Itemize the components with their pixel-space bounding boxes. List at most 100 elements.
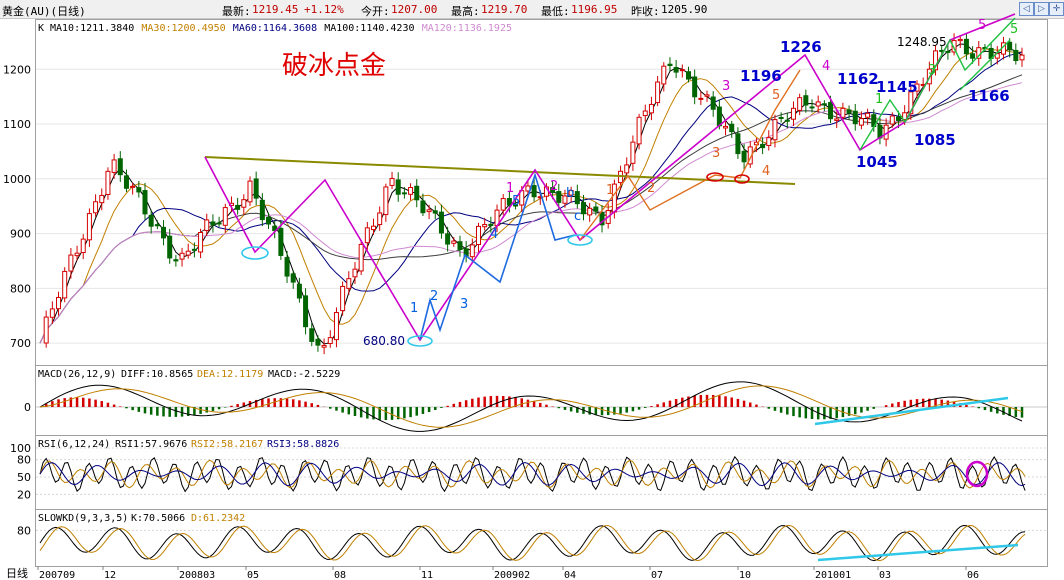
candle-body (895, 116, 901, 121)
wave-label: 5 (512, 194, 520, 209)
candle-body (531, 185, 537, 198)
candle-body (148, 214, 154, 227)
candle-body (377, 212, 383, 226)
candle-body (74, 252, 80, 257)
price-tick-label: 1200 (3, 63, 31, 76)
ma-line (39, 82, 1023, 344)
main-panel-frame (35, 19, 1048, 366)
green-arrow-line (959, 39, 1011, 91)
kd-tick-label: 80 (17, 524, 31, 537)
candle-body (828, 102, 834, 120)
candle-body (247, 180, 253, 203)
red-ellipse-1 (706, 172, 724, 182)
candle-body (241, 199, 247, 208)
wave-label: 4 (822, 59, 830, 74)
moving-average-lines (39, 43, 1023, 345)
candle-body (482, 224, 488, 228)
price-tick-label: 700 (10, 337, 31, 350)
candle-body (809, 106, 815, 109)
candle-body (692, 76, 698, 98)
candle-body (235, 204, 241, 210)
macd-trendline (814, 396, 1009, 426)
rsi-panel-frame (35, 435, 1048, 510)
candle-body (803, 95, 809, 106)
candle-body (457, 241, 463, 250)
candle-body (296, 283, 302, 299)
candle-body (414, 185, 420, 201)
price-tick-label: 1000 (3, 173, 31, 186)
big-label-1145: 1145 (876, 78, 918, 96)
candle-body (451, 240, 457, 244)
wave-label: c (574, 209, 581, 224)
candle-body (772, 119, 778, 141)
candle-body (858, 118, 864, 126)
candle-body (636, 116, 642, 145)
x-tick-label: 11 (421, 570, 433, 580)
next-arrow-icon[interactable]: ▷ (1034, 2, 1049, 16)
high-price: 1219.70 (481, 3, 528, 16)
x-tick-label: 03 (879, 570, 891, 580)
price-annotations: 680.80 1248.95 1226 1196 1162 1145 1166 … (363, 35, 1010, 348)
candle-body (99, 194, 105, 204)
ma-line (39, 51, 1023, 344)
ma-line (39, 74, 1023, 344)
candle-body (185, 250, 191, 256)
candle-body (778, 116, 784, 119)
rsi-title: RSI(6,12,24) (38, 439, 110, 450)
candlesticks (43, 33, 1025, 355)
candle-body (957, 38, 963, 42)
candle-body (685, 71, 691, 80)
kd-d-value: D:61.2342 (191, 513, 245, 524)
x-tick-label: 05 (247, 570, 259, 580)
candle-body (216, 222, 222, 225)
latest-price: 1219.45 (252, 3, 299, 16)
rsi2-value: RSI2:58.2167 (191, 439, 263, 450)
candle-body (438, 211, 444, 234)
candle-body (401, 192, 407, 195)
rsi1-value: RSI1:57.9676 (115, 439, 187, 450)
rsi-tick-label: 50 (17, 471, 31, 484)
candle-body (902, 112, 908, 121)
price-tick-label: 900 (10, 228, 31, 241)
low-price: 1196.95 (571, 3, 618, 16)
ma-legend-item: MA60:1164.3608 (233, 23, 317, 34)
candle-body (846, 109, 852, 114)
macd-diff: DIFF:10.8565 (121, 369, 193, 380)
candle-body (284, 257, 290, 277)
latest-change: +1.12% (304, 3, 344, 16)
x-tick-label: 04 (564, 570, 576, 580)
candle-body (673, 66, 679, 73)
candle-body (179, 252, 185, 260)
low-label: 最低: (541, 5, 570, 18)
candle-body (852, 110, 858, 125)
candle-body (333, 312, 339, 341)
candle-body (1007, 41, 1013, 51)
candle-body (105, 170, 111, 195)
wave-label: 3 (460, 297, 468, 312)
candle-body (290, 273, 296, 283)
prev-label: 昨收: (631, 5, 660, 18)
wave-label: 3 (722, 79, 730, 94)
ma-legend-item: MA10:1211.3840 (50, 23, 134, 34)
kd-indicator: 80 (17, 524, 1047, 562)
candle-body (222, 207, 228, 226)
candle-body (364, 227, 370, 244)
candle-body (136, 187, 142, 193)
candle-body (315, 338, 321, 346)
candle-body (593, 206, 599, 212)
candle-body (568, 190, 574, 196)
candle-body (506, 198, 512, 206)
high-price-label: 1248.95 (897, 35, 947, 49)
candle-body (865, 112, 871, 118)
candle-body (408, 187, 414, 195)
quote-bar: 黄金(AU)(日线) 最新: 1219.45 +1.12% 今开: 1207.0… (0, 0, 1064, 19)
macd-dea: DEA:12.1179 (197, 369, 263, 380)
candle-body (303, 295, 309, 328)
main-indicator-prefix: K (38, 23, 44, 34)
x-tick-label: 10 (739, 570, 751, 580)
candle-body (710, 96, 716, 110)
prev-arrow-icon[interactable]: ◁ (1019, 2, 1034, 16)
candle-body (346, 278, 352, 289)
wave-label: b (566, 186, 574, 201)
cyan-ellipse-1 (241, 246, 269, 260)
